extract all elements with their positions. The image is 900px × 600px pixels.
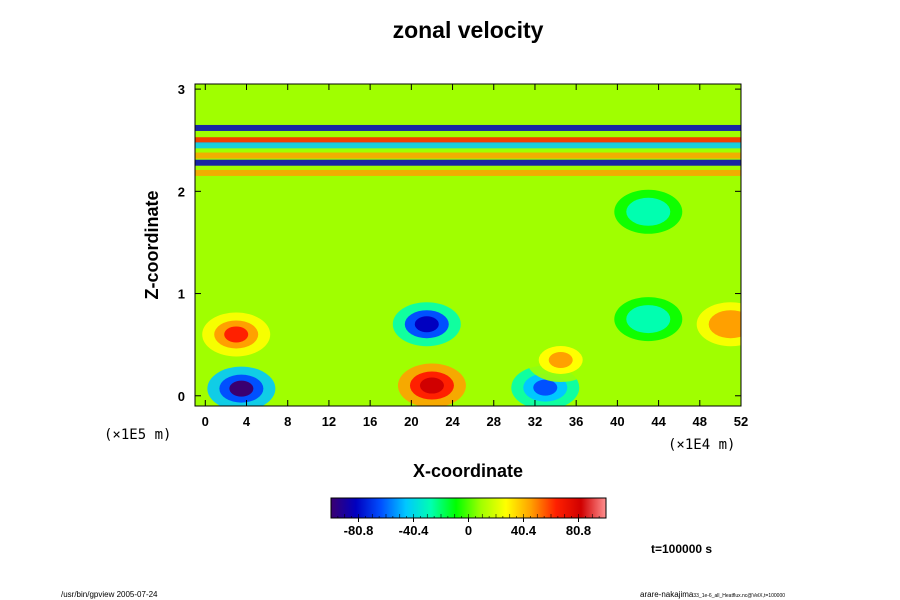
x-tick-label: 32 xyxy=(528,414,542,429)
x-tick-label: 4 xyxy=(243,414,251,429)
x-tick-label: 28 xyxy=(487,414,501,429)
colorbar-tick-label: 0 xyxy=(465,523,472,538)
footer-right-main: arare-nakajima xyxy=(640,590,694,599)
x-tick-label: 8 xyxy=(284,414,291,429)
x-tick-label: 12 xyxy=(322,414,336,429)
x-tick-label: 16 xyxy=(363,414,377,429)
heatmap-plot xyxy=(194,83,742,407)
x-tick-label: 24 xyxy=(445,414,460,429)
x-scale-note: (×1E4 m) xyxy=(668,437,735,453)
heatmap-field xyxy=(195,124,741,406)
colorbar-tick-label: 80.8 xyxy=(566,523,591,538)
x-tick-label: 0 xyxy=(202,414,209,429)
feature-blob-1 xyxy=(397,363,466,406)
y-tick-label: 1 xyxy=(178,287,185,302)
feature-blob-5 xyxy=(696,302,741,347)
x-tick-label: 20 xyxy=(404,414,418,429)
x-tick-label: 48 xyxy=(693,414,707,429)
plot-frame xyxy=(194,83,742,407)
y-axis-ticks: 0 1 2 3 xyxy=(178,82,741,404)
layer-band-3 xyxy=(195,152,741,159)
y-scale-note: (×1E5 m) xyxy=(104,427,171,443)
layer-band-2 xyxy=(195,142,741,149)
layer-band-0 xyxy=(195,124,741,131)
time-label: t=100000 s xyxy=(651,542,712,556)
x-tick-label: 52 xyxy=(734,414,748,429)
y-tick-label: 0 xyxy=(178,389,185,404)
feature-blob-0 xyxy=(202,312,271,357)
feature-blob-4 xyxy=(614,297,683,342)
colorbar-tick-label: -80.8 xyxy=(344,523,374,538)
colorbar-tick-label: 40.4 xyxy=(511,523,537,538)
layer-band-5 xyxy=(195,169,741,176)
feature-blob-2 xyxy=(392,302,461,347)
colorbar: -80.8 -40.4 0 40.4 80.8 xyxy=(330,497,607,538)
footer-right-sub: 33_1e-6_all_Heatflux.nc@VelX,t=100000 xyxy=(693,593,785,599)
y-tick-label: 2 xyxy=(178,184,185,199)
y-axis-label: Z-coordinate xyxy=(142,190,162,299)
layer-band-1 xyxy=(195,137,741,144)
footer-right: arare-nakajima33_1e-6_all_Heatflux.nc@Ve… xyxy=(640,590,785,599)
colorbar-ticks: -80.8 -40.4 0 40.4 80.8 xyxy=(330,514,607,538)
layer-band-4 xyxy=(195,159,741,166)
feature-blob-8 xyxy=(614,189,683,234)
x-tick-label: 44 xyxy=(651,414,666,429)
footer-left: /usr/bin/gpview 2005-07-24 xyxy=(61,590,158,599)
feature-blob-6 xyxy=(207,366,276,406)
x-tick-label: 36 xyxy=(569,414,583,429)
colorbar-tick-label: -40.4 xyxy=(399,523,429,538)
x-axis-label: X-coordinate xyxy=(413,461,523,481)
feature-blob-7 xyxy=(526,338,595,382)
plot-background xyxy=(195,84,741,406)
x-tick-label: 40 xyxy=(610,414,624,429)
y-tick-label: 3 xyxy=(178,82,185,97)
chart-title: zonal velocity xyxy=(393,17,544,43)
x-axis-ticks: 0 4 8 12 16 20 24 28 32 36 40 44 48 52 xyxy=(202,84,748,429)
